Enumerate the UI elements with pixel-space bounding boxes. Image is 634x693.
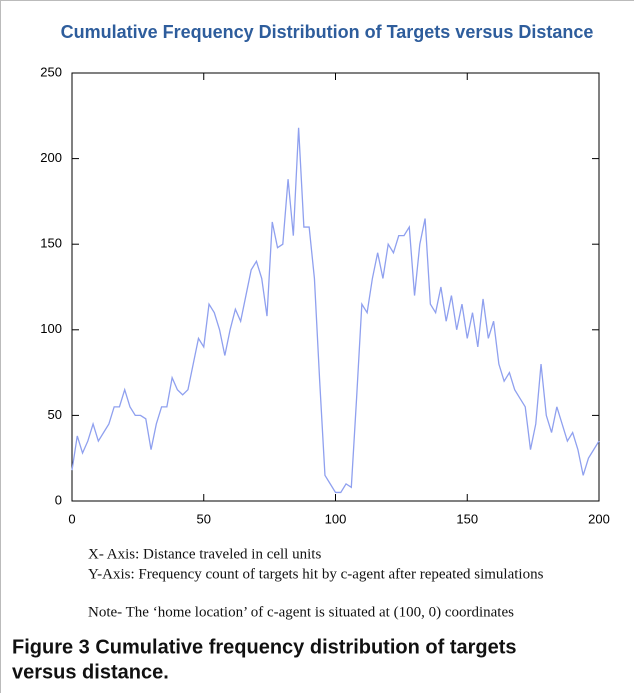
chart-title: Cumulative Frequency Distribution of Tar… (61, 22, 594, 42)
x-tick-label: 200 (588, 511, 610, 526)
caption: Figure 3 Cumulative frequency distributi… (12, 636, 517, 658)
caption: versus distance. (12, 661, 169, 683)
y-tick-label: 250 (40, 64, 62, 79)
x-tick-label: 100 (325, 511, 347, 526)
y-tick-label: 150 (40, 236, 62, 251)
x-tick-label: 0 (68, 511, 75, 526)
y-tick-label: 200 (40, 150, 62, 165)
note: X- Axis: Distance traveled in cell units (88, 546, 321, 562)
y-tick-label: 0 (55, 492, 62, 507)
note: Note- The ‘home location’ of c-agent is … (88, 604, 514, 620)
x-tick-label: 50 (197, 511, 211, 526)
note: Y-Axis: Frequency count of targets hit b… (88, 566, 544, 582)
data-line (71, 127, 600, 494)
x-tick-label: 150 (456, 511, 478, 526)
y-tick-label: 100 (40, 321, 62, 336)
y-tick-label: 50 (48, 407, 62, 422)
plot-frame (71, 72, 600, 502)
